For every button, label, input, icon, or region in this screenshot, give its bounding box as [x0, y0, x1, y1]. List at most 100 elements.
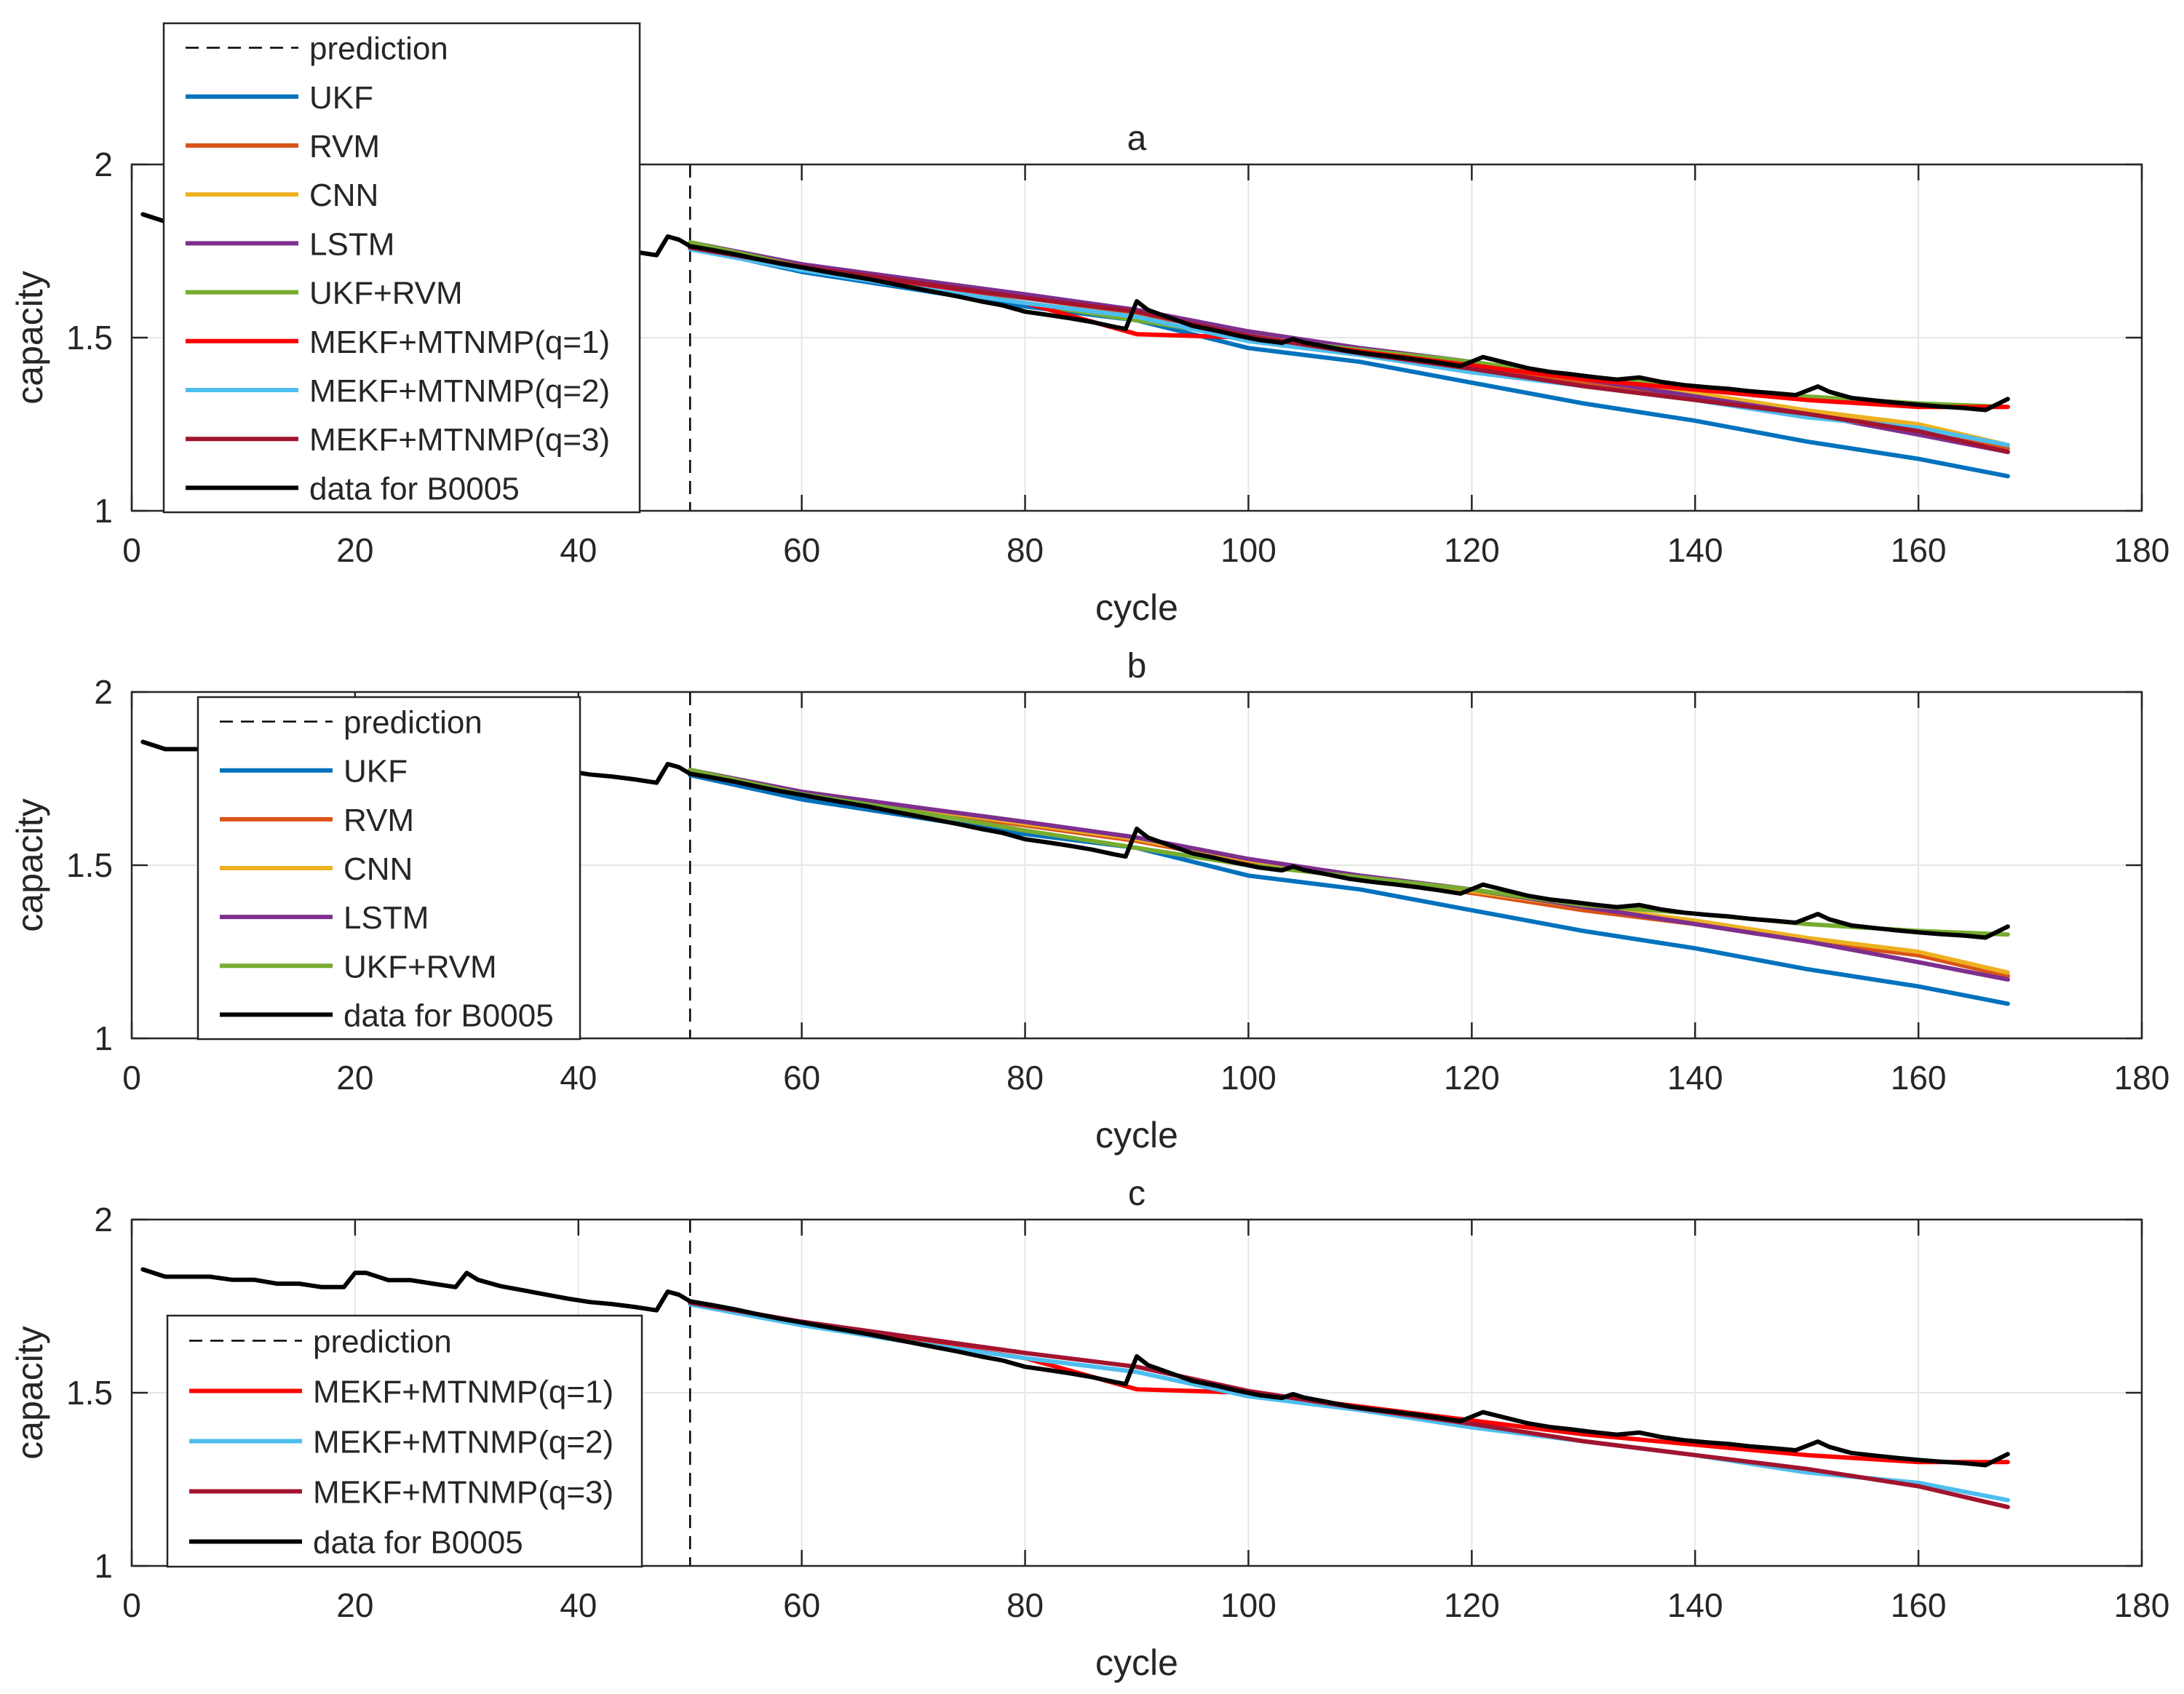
chart-title: c: [1128, 1174, 1145, 1213]
legend: prediction MEKF+MTNMP(q=1) MEKF+MTNMP(q=2)…: [166, 1314, 643, 1568]
legend-label: data for B0005: [313, 1525, 523, 1561]
legend-label: LSTM: [309, 226, 394, 262]
x-tick-label: 120: [1444, 1586, 1500, 1624]
x-tick-label: 180: [2114, 531, 2170, 569]
legend-item-mekf-mtnmp-q-2: MEKF+MTNMP(q=2): [189, 1425, 613, 1460]
y-tick-label: 1.5: [66, 1374, 113, 1412]
legend-item-lstm: LSTM: [186, 226, 394, 262]
legend-item-cnn: CNN: [220, 851, 413, 887]
series-line-ukf-rvm: [688, 768, 2010, 937]
x-tick-label: 0: [122, 1586, 141, 1624]
x-tick-label: 20: [336, 1059, 373, 1097]
y-axis-label: capacity: [9, 798, 50, 931]
legend-label: prediction: [309, 31, 448, 67]
legend-label: data for B0005: [309, 471, 520, 506]
chart-panel-b: 0 20 40 60 80 100 120 140 160 180 1 1.5 2 b cycle capac…: [9, 647, 2169, 1156]
legend-label: data for B0005: [344, 998, 554, 1033]
x-tick-label: 120: [1444, 1059, 1500, 1097]
x-axis-label: cycle: [1095, 1115, 1178, 1156]
y-tick-label: 1: [94, 492, 113, 530]
x-tick-label: 120: [1444, 531, 1500, 569]
legend-label: UKF+RVM: [309, 276, 463, 311]
y-tick-label: 1: [94, 1019, 113, 1057]
legend-item-prediction: prediction: [189, 1324, 452, 1360]
legend-item-ukf-rvm: UKF+RVM: [186, 276, 463, 311]
legend-label: LSTM: [344, 900, 429, 936]
y-tick-label: 2: [94, 146, 113, 183]
legend: prediction UKF RVM CNN LSTM UKF+RVM data for B…: [196, 696, 581, 1041]
x-tick-label: 160: [1891, 531, 1947, 569]
legend-item-rvm: RVM: [186, 129, 380, 164]
x-tick-label: 80: [1006, 1059, 1044, 1097]
legend-item-lstm: LSTM: [220, 900, 429, 936]
x-tick-label: 160: [1891, 1059, 1947, 1097]
x-tick-label: 80: [1006, 531, 1044, 569]
x-tick-label: 180: [2114, 1059, 2170, 1097]
legend-item-ukf-rvm: UKF+RVM: [220, 949, 497, 985]
x-tick-label: 40: [560, 531, 597, 569]
x-tick-label: 160: [1891, 1586, 1947, 1624]
x-tick-label: 100: [1220, 1586, 1276, 1624]
x-tick-label: 80: [1006, 1586, 1044, 1624]
y-axis-label: capacity: [9, 1326, 50, 1459]
y-tick-label: 1.5: [66, 319, 113, 357]
x-tick-label: 100: [1220, 1059, 1276, 1097]
x-tick-label: 60: [783, 1586, 820, 1624]
legend-label: RVM: [309, 129, 380, 164]
legend-label: prediction: [313, 1324, 452, 1360]
x-axis-label: cycle: [1095, 587, 1178, 628]
x-tick-label: 180: [2114, 1586, 2170, 1624]
legend-item-cnn: CNN: [186, 178, 378, 213]
x-tick-label: 140: [1667, 531, 1723, 569]
x-tick-label: 0: [122, 1059, 141, 1097]
chart-panel-a: 0 20 40 60 80 100 120 140 160 180 1 1.5 2 a cycle capac…: [9, 22, 2170, 628]
legend-label: UKF: [344, 754, 408, 790]
x-tick-label: 20: [336, 531, 373, 569]
legend-label: RVM: [344, 803, 414, 838]
y-axis-label: capacity: [9, 271, 50, 404]
x-tick-label: 0: [122, 531, 141, 569]
legend-item-mekf-mtnmp-q-1: MEKF+MTNMP(q=1): [186, 325, 610, 360]
series-line-data-for-b0005: [140, 1267, 2010, 1468]
legend-item-mekf-mtnmp-q-3: MEKF+MTNMP(q=3): [186, 422, 610, 458]
legend-label: MEKF+MTNMP(q=1): [313, 1375, 613, 1410]
chart-panel-c: 0 20 40 60 80 100 120 140 160 180 1 1.5 2 c cycle capac…: [9, 1174, 2169, 1683]
legend-item-ukf: UKF: [220, 754, 408, 790]
legend-label: MEKF+MTNMP(q=2): [309, 373, 610, 409]
chart-title: b: [1127, 647, 1147, 685]
legend-label: MEKF+MTNMP(q=3): [309, 422, 610, 458]
x-tick-label: 60: [783, 1059, 820, 1097]
x-tick-label: 20: [336, 1586, 373, 1624]
legend-label: prediction: [344, 705, 483, 741]
legend-box: [162, 22, 641, 514]
legend-item-ukf: UKF: [186, 80, 373, 116]
legend-label: MEKF+MTNMP(q=1): [309, 325, 610, 360]
legend-item-data-for-b0005: data for B0005: [220, 998, 554, 1033]
x-tick-label: 100: [1220, 531, 1276, 569]
y-tick-label: 2: [94, 673, 113, 711]
y-tick-label: 1.5: [66, 846, 113, 884]
legend-item-data-for-b0005: data for B0005: [189, 1525, 523, 1561]
y-tick-label: 2: [94, 1201, 113, 1238]
legend-item-mekf-mtnmp-q-2: MEKF+MTNMP(q=2): [186, 373, 610, 409]
y-tick-label: 1: [94, 1547, 113, 1585]
legend: prediction UKF RVM CNN LSTM UKF+RVM MEKF+MTNMP…: [162, 22, 641, 514]
x-axis-label: cycle: [1095, 1642, 1178, 1683]
x-tick-label: 60: [783, 531, 820, 569]
legend-item-prediction: prediction: [220, 705, 483, 741]
legend-label: CNN: [344, 851, 413, 887]
legend-item-mekf-mtnmp-q-3: MEKF+MTNMP(q=3): [189, 1475, 613, 1511]
chart-title: a: [1127, 119, 1147, 158]
legend-label: UKF: [309, 80, 373, 116]
legend-label: CNN: [309, 178, 378, 213]
legend-label: MEKF+MTNMP(q=3): [313, 1475, 613, 1511]
x-tick-label: 140: [1667, 1586, 1723, 1624]
legend-item-prediction: prediction: [186, 31, 448, 67]
legend-item-mekf-mtnmp-q-1: MEKF+MTNMP(q=1): [189, 1375, 613, 1410]
legend-label: MEKF+MTNMP(q=2): [313, 1425, 613, 1460]
x-tick-label: 140: [1667, 1059, 1723, 1097]
legend-item-rvm: RVM: [220, 803, 414, 838]
legend-label: UKF+RVM: [344, 949, 497, 985]
x-tick-label: 40: [560, 1586, 597, 1624]
